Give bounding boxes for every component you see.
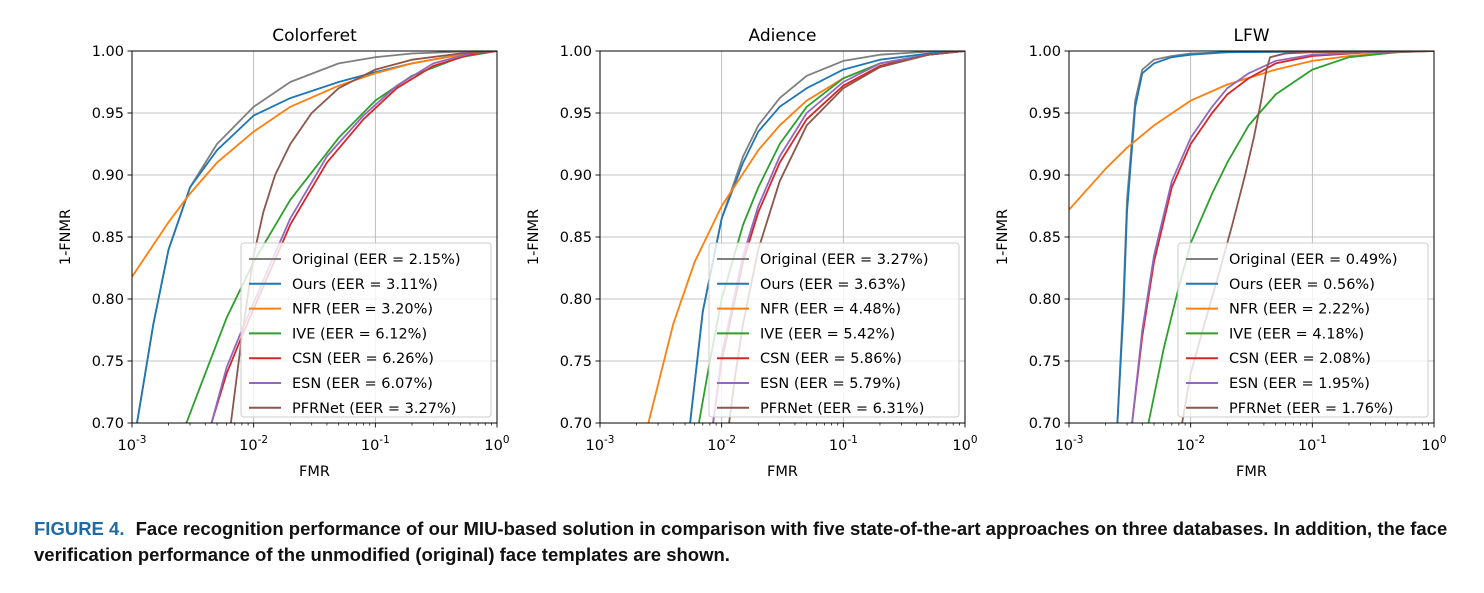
x-tick-label: 10-2 [1176,434,1205,454]
series-line-5 [210,51,497,423]
series-line-5 [1131,51,1434,423]
legend-label-4: CSN (EER = 6.26%) [292,351,434,367]
legend-label-4: CSN (EER = 2.08%) [1229,351,1371,367]
y-tick-label: 0.75 [1029,354,1061,370]
y-tick-label: 0.85 [1029,230,1061,246]
y-tick-label: 0.70 [92,416,124,432]
x-tick-label: 10-2 [707,434,736,454]
caption-text: Face recognition performance of our MIU-… [34,518,1448,565]
legend-label-1: Ours (EER = 3.63%) [760,277,906,293]
series-line-2 [1069,51,1434,211]
y-tick-label: 0.85 [92,230,124,246]
y-tick-label: 0.90 [92,168,124,184]
y-axis-label: 1-FNMR [526,209,542,265]
x-axis-label: FMR [299,464,330,480]
legend-box [1177,242,1429,418]
y-tick-label: 0.70 [1029,416,1061,432]
legend: Original (EER = 3.27%) Ours (EER = 3.63%)… [708,242,960,418]
legend-label-0: Original (EER = 0.49%) [1229,252,1398,268]
x-tick-label: 10-3 [1055,434,1084,454]
x-tick-label: 100 [1421,434,1446,454]
x-tick-label: 10-3 [586,434,615,454]
legend-label-0: Original (EER = 2.15%) [292,252,461,268]
x-tick-label: 10-3 [118,434,147,454]
legend-box [708,242,960,418]
y-tick-label: 0.75 [560,354,592,370]
legend-box [240,242,492,418]
series-line-1 [1116,51,1434,423]
x-tick-label: 10-1 [829,434,858,454]
series-line-2 [132,51,497,278]
legend-label-5: ESN (EER = 1.95%) [1229,376,1370,392]
legend-label-6: PFRNet (EER = 6.31%) [760,401,924,417]
y-axis-label: 1-FNMR [995,209,1011,265]
y-tick-label: 0.95 [1029,106,1061,122]
legend-label-1: Ours (EER = 3.11%) [292,277,438,293]
legend-label-6: PFRNet (EER = 3.27%) [292,401,456,417]
x-tick-label: 10-1 [361,434,390,454]
legend-label-3: IVE (EER = 5.42%) [760,326,895,342]
series-line-4 [210,51,497,423]
legend-label-4: CSN (EER = 5.86%) [760,351,902,367]
y-tick-label: 1.00 [1029,44,1061,60]
legend-label-3: IVE (EER = 6.12%) [292,326,427,342]
chart-title: Colorferet [272,26,357,46]
x-tick-label: 100 [484,434,509,454]
chart-panel-0: 10-3 10-2 10-1 100 0.70 0.75 0.80 0.85 0.90 0.95 1… [58,26,510,480]
y-tick-label: 0.90 [1029,168,1061,184]
y-tick-label: 0.80 [560,292,592,308]
y-tick-label: 1.00 [92,44,124,60]
legend: Original (EER = 0.49%) Ours (EER = 0.56%)… [1177,242,1429,418]
legend-label-5: ESN (EER = 5.79%) [760,376,901,392]
series-line-4 [1131,51,1434,423]
x-tick-label: 10-2 [239,434,268,454]
legend-label-2: NFR (EER = 3.20%) [292,302,433,318]
legend-label-3: IVE (EER = 4.18%) [1229,326,1364,342]
x-tick-label: 10-1 [1298,434,1327,454]
legend-label-6: PFRNet (EER = 1.76%) [1229,401,1393,417]
y-tick-label: 0.70 [560,416,592,432]
y-tick-label: 0.90 [560,168,592,184]
x-axis-label: FMR [1236,464,1267,480]
figure-label: FIGURE 4. [34,518,125,539]
chart-panel-2: 10-3 10-2 10-1 100 0.70 0.75 0.80 0.85 0.90 0.95 1… [995,26,1447,480]
legend-label-1: Ours (EER = 0.56%) [1229,277,1375,293]
y-tick-label: 0.85 [560,230,592,246]
legend-label-5: ESN (EER = 6.07%) [292,376,433,392]
y-tick-label: 1.00 [560,44,592,60]
chart-title: Adience [749,26,817,46]
x-axis-label: FMR [767,464,798,480]
y-axis-label: 1-FNMR [58,209,74,265]
y-tick-label: 0.75 [92,354,124,370]
legend: Original (EER = 2.15%) Ours (EER = 3.11%)… [240,242,492,418]
y-tick-label: 0.80 [92,292,124,308]
legend-label-0: Original (EER = 3.27%) [760,252,929,268]
series-line-3 [1147,51,1434,423]
y-tick-label: 0.95 [560,106,592,122]
series-line-3 [185,51,497,423]
figure-charts: 10-3 10-2 10-1 100 0.70 0.75 0.80 0.85 0.90 0.95 1… [58,26,1447,480]
x-tick-label: 100 [952,434,977,454]
legend-label-2: NFR (EER = 4.48%) [760,302,901,318]
legend-label-2: NFR (EER = 2.22%) [1229,302,1370,318]
y-tick-label: 0.80 [1029,292,1061,308]
chart-title: LFW [1233,26,1269,46]
chart-panel-1: 10-3 10-2 10-1 100 0.70 0.75 0.80 0.85 0.90 0.95 1… [526,26,978,480]
figure-caption: FIGURE 4. Face recognition performance o… [34,516,1464,568]
y-tick-label: 0.95 [92,106,124,122]
